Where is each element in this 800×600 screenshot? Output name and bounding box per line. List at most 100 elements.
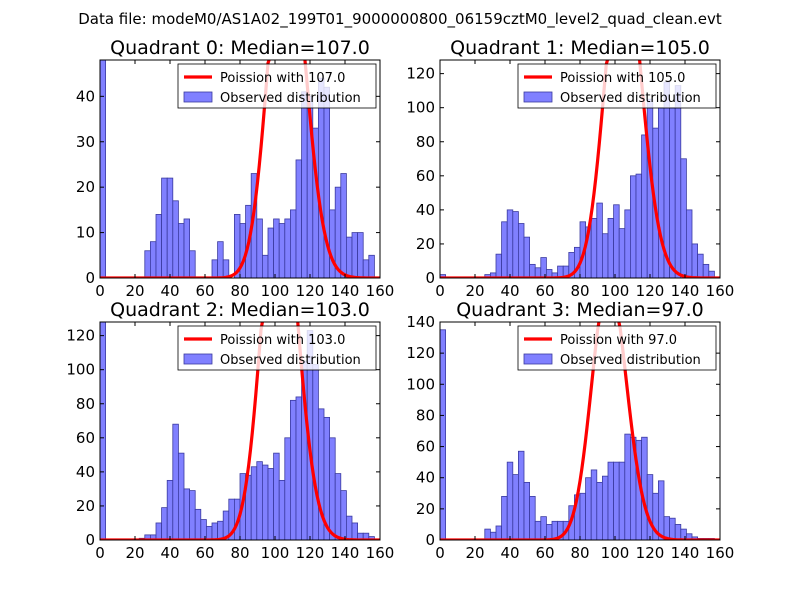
- x-tick-label: 160: [366, 282, 395, 300]
- histogram-bar: [501, 495, 508, 540]
- subplot-quadrant-1: 0 20 40 60 80 100 120 140 160 0 20 40 60 80 100 120 Quad…: [406, 37, 734, 300]
- y-tick-label: 60: [76, 429, 95, 447]
- histogram-bar: [523, 481, 530, 540]
- histogram-bar: [267, 227, 274, 278]
- histogram-bar: [284, 437, 291, 540]
- legend-label-poisson: Poission with 97.0: [560, 333, 677, 348]
- histogram-bar: [680, 158, 687, 278]
- subplot-quadrant-3: 0 20 40 60 80 100 120 140 160 0 20 40 60 80 100 120 140 Q…: [406, 299, 734, 562]
- histogram-bar: [691, 243, 698, 278]
- y-tick-label: 20: [76, 178, 95, 196]
- histogram-bar: [351, 232, 358, 278]
- histogram-bar: [189, 250, 196, 278]
- histogram-bar: [345, 236, 353, 278]
- x-tick-label: 80: [570, 282, 589, 300]
- legend-bar-swatch: [183, 91, 213, 103]
- histogram-bar: [295, 159, 302, 278]
- histogram-bar: [624, 209, 631, 278]
- histogram-bar: [630, 175, 637, 278]
- x-tick-label: 60: [195, 282, 214, 300]
- y-tick-label: 100: [406, 375, 435, 393]
- y-tick-label: 100: [66, 361, 95, 379]
- x-tick-label: 160: [706, 544, 735, 562]
- histogram-bar: [217, 241, 224, 278]
- subplot-title: Quadrant 2: Median=103.0: [110, 299, 370, 321]
- histogram-bar: [618, 228, 626, 278]
- histogram-bar: [590, 469, 598, 540]
- histogram-bar: [211, 522, 218, 540]
- poisson-curve: [440, 60, 720, 278]
- x-tick-label: 140: [331, 544, 360, 562]
- histogram-bar: [368, 536, 375, 540]
- legend: Poission with 103.0 Observed distribution: [177, 325, 377, 371]
- histogram-bar: [635, 173, 642, 278]
- legend-bar-swatch: [523, 91, 553, 103]
- histogram-bar: [523, 236, 530, 278]
- histogram-bar: [278, 223, 286, 278]
- figure-title: Data file: modeM0/AS1A02_199T01_90000008…: [78, 10, 722, 29]
- histogram-bar: [217, 520, 224, 540]
- histogram-bar: [607, 217, 614, 278]
- x-tick-label: 120: [296, 282, 325, 300]
- histogram-bar: [155, 214, 162, 278]
- legend-label-poisson: Poission with 105.0: [560, 71, 685, 86]
- histogram-bar: [669, 107, 676, 278]
- x-tick-label: 140: [671, 544, 700, 562]
- legend-label-observed: Observed distribution: [560, 353, 701, 368]
- histogram-bar: [166, 177, 174, 278]
- histogram-bar: [161, 507, 168, 540]
- histogram-bar: [540, 516, 547, 540]
- histogram-bar: [250, 466, 258, 540]
- histogram-bar: [602, 233, 609, 278]
- x-tick-label: 40: [500, 544, 519, 562]
- histogram-bar: [267, 468, 274, 540]
- histogram-bar: [484, 528, 491, 540]
- histogram-bar: [239, 223, 246, 278]
- x-tick-label: 120: [636, 282, 665, 300]
- histogram-bar: [506, 209, 514, 278]
- histogram-bar: [512, 211, 519, 278]
- histogram-bar: [607, 461, 614, 540]
- y-tick-label: 80: [416, 406, 435, 424]
- histogram-bar: [613, 461, 620, 540]
- x-tick-label: 0: [95, 544, 105, 562]
- x-tick-label: 100: [601, 282, 630, 300]
- histogram-bar: [602, 475, 609, 540]
- histogram-bar: [529, 495, 536, 540]
- y-tick-label: 40: [76, 87, 95, 105]
- x-tick-label: 120: [296, 544, 325, 562]
- histogram-bar: [183, 488, 190, 540]
- histogram-bar: [506, 461, 514, 540]
- histogram-bars: [440, 81, 715, 278]
- subplot-quadrant-2: 0 20 40 60 80 100 120 140 160 0 20 40 60 80 100 120 Quad…: [66, 299, 394, 562]
- histogram-bar: [501, 221, 508, 278]
- legend: Poission with 105.0 Observed distribution: [517, 63, 717, 109]
- histogram-bar: [646, 474, 654, 540]
- poisson-curve: [100, 60, 380, 278]
- legend: Poission with 107.0 Observed distribution: [177, 63, 377, 109]
- y-tick-label: 0: [85, 269, 95, 287]
- y-tick-label: 30: [76, 133, 95, 151]
- histogram-bar: [189, 490, 196, 540]
- histogram-bar: [518, 450, 525, 540]
- x-tick-label: 120: [636, 544, 665, 562]
- y-tick-label: 0: [425, 269, 435, 287]
- histogram-bar: [289, 209, 297, 278]
- histogram-bar: [658, 107, 665, 278]
- histogram-bar: [669, 517, 676, 540]
- x-tick-label: 160: [366, 544, 395, 562]
- histogram-bar: [340, 173, 347, 278]
- histogram-bar: [166, 479, 174, 540]
- legend-label-observed: Observed distribution: [220, 91, 361, 106]
- legend: Poission with 97.0 Observed distribution: [517, 325, 717, 371]
- histogram-bar: [495, 253, 502, 278]
- x-tick-label: 20: [125, 544, 144, 562]
- histogram-bar: [641, 134, 648, 278]
- y-tick-label: 120: [406, 65, 435, 83]
- histogram-bar: [301, 91, 308, 278]
- histogram-bar: [100, 60, 106, 278]
- histogram-bar: [161, 177, 168, 278]
- histogram-bar: [585, 477, 592, 540]
- legend-label-poisson: Poission with 103.0: [220, 333, 345, 348]
- x-tick-label: 60: [535, 544, 554, 562]
